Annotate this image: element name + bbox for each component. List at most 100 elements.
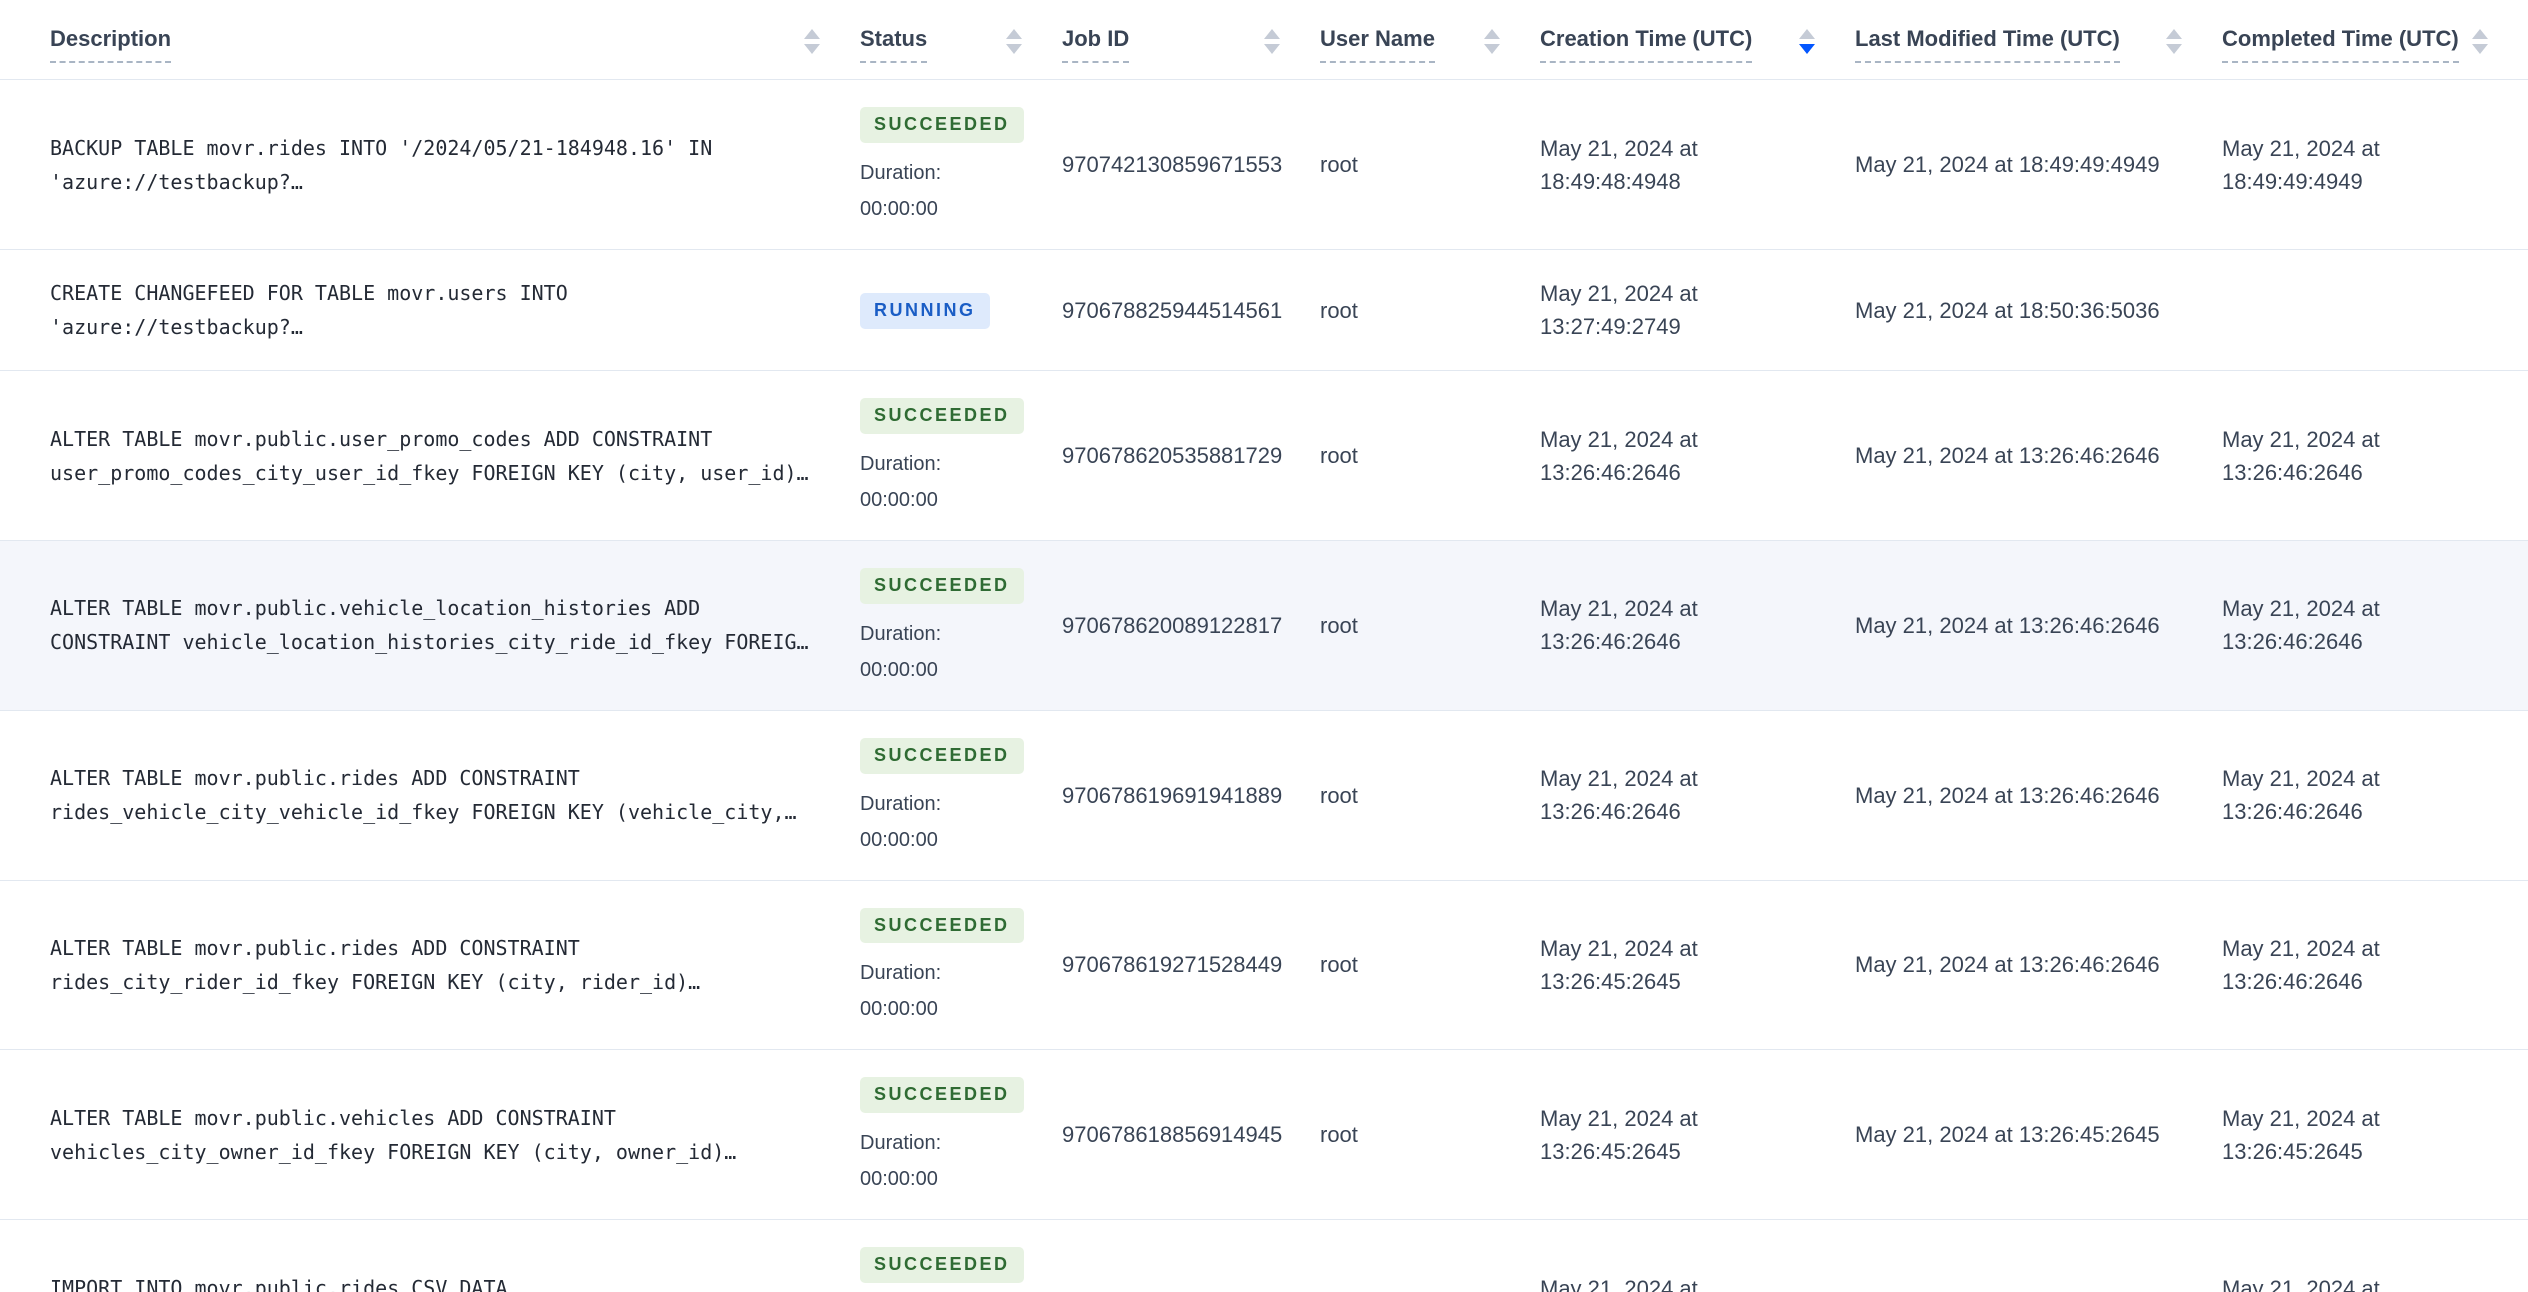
- column-label-last-modified-time: Last Modified Time (UTC): [1855, 26, 2120, 64]
- job-description[interactable]: ALTER TABLE movr.public.rides ADD CONSTR…: [50, 766, 797, 825]
- duration-value: 00:00:00: [860, 998, 938, 1021]
- job-row: BACKUP TABLE movr.rides INTO '/2024/05/2…: [0, 79, 2528, 250]
- job-row: CREATE CHANGEFEED FOR TABLE movr.users I…: [0, 249, 2528, 371]
- sort-icon-active[interactable]: [1799, 26, 1815, 54]
- job-duration: Duration: 00:00:00: [860, 959, 1022, 1023]
- job-status-cell: SUCCEEDED Duration: 00:00:00: [860, 80, 1062, 250]
- job-id: 970678620535881729: [1062, 443, 1283, 469]
- status-badge: SUCCEEDED: [860, 398, 1024, 434]
- job-last-modified-time: May 21, 2024 at 13:26:46:2646: [1855, 952, 2160, 978]
- duration-value: 00:00:00: [860, 658, 938, 681]
- job-id: 970678619271528449: [1062, 952, 1283, 978]
- job-row: ALTER TABLE movr.public.user_promo_codes…: [0, 370, 2528, 541]
- job-row: IMPORT INTO movr.public.rides CSV DATA (…: [0, 1219, 2528, 1292]
- job-description[interactable]: ALTER TABLE movr.public.vehicle_location…: [50, 596, 809, 655]
- status-badge: SUCCEEDED: [860, 1077, 1024, 1114]
- status-badge: RUNNING: [860, 292, 990, 329]
- column-label-status: Status: [860, 26, 928, 64]
- job-user-name: root: [1320, 443, 1358, 469]
- duration-label: Duration:: [860, 1132, 942, 1155]
- job-completed-time: May 21, 2024 at 13:26:46:2646: [2222, 766, 2380, 825]
- duration-value: 00:00:00: [860, 488, 938, 511]
- job-row: ALTER TABLE movr.public.rides ADD CONSTR…: [0, 880, 2528, 1050]
- duration-label: Duration:: [860, 792, 942, 815]
- job-description[interactable]: IMPORT INTO movr.public.rides CSV DATA (…: [50, 1275, 508, 1292]
- status-badge: SUCCEEDED: [860, 107, 1024, 144]
- column-header-description[interactable]: Description: [0, 0, 860, 81]
- job-creation-time: May 21, 2024 at 13:26:46:2646: [1540, 426, 1698, 485]
- job-creation-time: May 21, 2024 at 18:49:48:4948: [1540, 135, 1698, 194]
- job-last-modified-time: May 21, 2024 at 13:26:46:2646: [1855, 612, 2160, 638]
- job-id: 970678825944514561: [1062, 297, 1283, 323]
- job-id: 970742130859671553: [1062, 152, 1283, 178]
- job-id: 970678620089122817: [1062, 612, 1283, 638]
- job-creation-time: May 21, 2024 at 13:27:49:2749: [1540, 281, 1698, 340]
- duration-value: 00:00:00: [860, 198, 938, 221]
- job-status-cell: SUCCEEDED Duration: 00:00:00: [860, 880, 1062, 1050]
- job-last-modified-time: May 21, 2024 at 13:26:44:2644: [1855, 1220, 2222, 1292]
- job-completed-time: [2222, 250, 2528, 371]
- column-label-user-name: User Name: [1320, 26, 1435, 64]
- sort-icon[interactable]: [1484, 26, 1500, 54]
- job-duration: Duration: 00:00:00: [860, 1129, 1022, 1193]
- jobs-table-header: Description Status Job ID User Name: [0, 0, 2528, 81]
- job-user-name: root: [1320, 1122, 1358, 1148]
- job-row: ALTER TABLE movr.public.rides ADD CONSTR…: [0, 710, 2528, 881]
- status-badge: SUCCEEDED: [860, 567, 1024, 604]
- duration-value: 00:00:00: [860, 1168, 938, 1191]
- job-completed-time: May 21, 2024 at 18:49:49:4949: [2222, 135, 2380, 194]
- job-completed-time: May 21, 2024 at 13:26:46:2646: [2222, 426, 2380, 485]
- job-user-name: root: [1320, 297, 1358, 323]
- job-last-modified-time: May 21, 2024 at 13:26:46:2646: [1855, 782, 2160, 808]
- job-completed-time: May 21, 2024 at 13:26:44:2644: [2222, 1275, 2380, 1292]
- job-description[interactable]: ALTER TABLE movr.public.rides ADD CONSTR…: [50, 935, 701, 994]
- job-last-modified-time: May 21, 2024 at 13:26:45:2645: [1855, 1122, 2160, 1148]
- job-user-name: root: [1320, 952, 1358, 978]
- job-description[interactable]: ALTER TABLE movr.public.vehicles ADD CON…: [50, 1105, 737, 1164]
- column-header-status[interactable]: Status: [860, 0, 1062, 81]
- job-creation-time: May 21, 2024 at 13:26:45:2645: [1540, 1105, 1698, 1164]
- job-row: ALTER TABLE movr.public.vehicle_location…: [0, 540, 2528, 711]
- job-creation-time: May 21, 2024 at 13:26:46:2646: [1540, 766, 1698, 825]
- sort-icon[interactable]: [2166, 26, 2182, 54]
- job-duration: Duration: 00:00:00: [860, 790, 1022, 854]
- job-creation-time: May 21, 2024 at 13:26:45:2645: [1540, 935, 1698, 994]
- job-user-name: root: [1320, 152, 1358, 178]
- job-description[interactable]: BACKUP TABLE movr.rides INTO '/2024/05/2…: [50, 135, 713, 194]
- column-header-creation-time[interactable]: Creation Time (UTC): [1540, 0, 1855, 81]
- column-label-completed-time: Completed Time (UTC): [2222, 26, 2459, 64]
- sort-icon[interactable]: [1264, 26, 1280, 54]
- job-last-modified-time: May 21, 2024 at 18:50:36:5036: [1855, 297, 2160, 323]
- job-creation-time: May 21, 2024 at 13:26:43:2643: [1540, 1275, 1698, 1292]
- job-last-modified-time: May 21, 2024 at 13:26:46:2646: [1855, 443, 2160, 469]
- job-user-name: root: [1320, 782, 1358, 808]
- column-header-completed-time[interactable]: Completed Time (UTC): [2222, 0, 2528, 81]
- column-label-job-id: Job ID: [1062, 26, 1130, 64]
- duration-label: Duration:: [860, 622, 942, 645]
- job-status-cell: SUCCEEDED Duration: 00:00:00: [860, 371, 1062, 541]
- job-status-cell: SUCCEEDED Duration: 00:00:00: [860, 1050, 1062, 1220]
- column-header-job-id[interactable]: Job ID: [1062, 0, 1320, 81]
- job-duration: Duration: 00:00:00: [860, 450, 1022, 514]
- sort-icon[interactable]: [1006, 26, 1022, 54]
- job-status-cell: RUNNING: [860, 250, 1062, 371]
- status-badge: SUCCEEDED: [860, 907, 1024, 944]
- job-description[interactable]: ALTER TABLE movr.public.user_promo_codes…: [50, 426, 809, 485]
- job-completed-time: May 21, 2024 at 13:26:46:2646: [2222, 935, 2380, 994]
- duration-label: Duration:: [860, 452, 942, 475]
- column-header-user-name[interactable]: User Name: [1320, 0, 1540, 81]
- job-id: 970678619691941889: [1062, 782, 1283, 808]
- status-badge: SUCCEEDED: [860, 737, 1024, 774]
- column-label-description: Description: [50, 26, 172, 64]
- job-id: 970678612838252545: [1062, 1220, 1320, 1292]
- duration-label: Duration:: [860, 962, 942, 985]
- job-description[interactable]: CREATE CHANGEFEED FOR TABLE movr.users I…: [50, 281, 568, 340]
- sort-icon[interactable]: [2472, 26, 2488, 54]
- status-badge: SUCCEEDED: [860, 1247, 1024, 1283]
- sort-icon[interactable]: [804, 26, 820, 54]
- column-label-creation-time: Creation Time (UTC): [1540, 26, 1753, 64]
- column-header-last-modified-time[interactable]: Last Modified Time (UTC): [1855, 0, 2222, 81]
- duration-value: 00:00:00: [860, 828, 938, 851]
- job-id: 970678618856914945: [1062, 1122, 1283, 1148]
